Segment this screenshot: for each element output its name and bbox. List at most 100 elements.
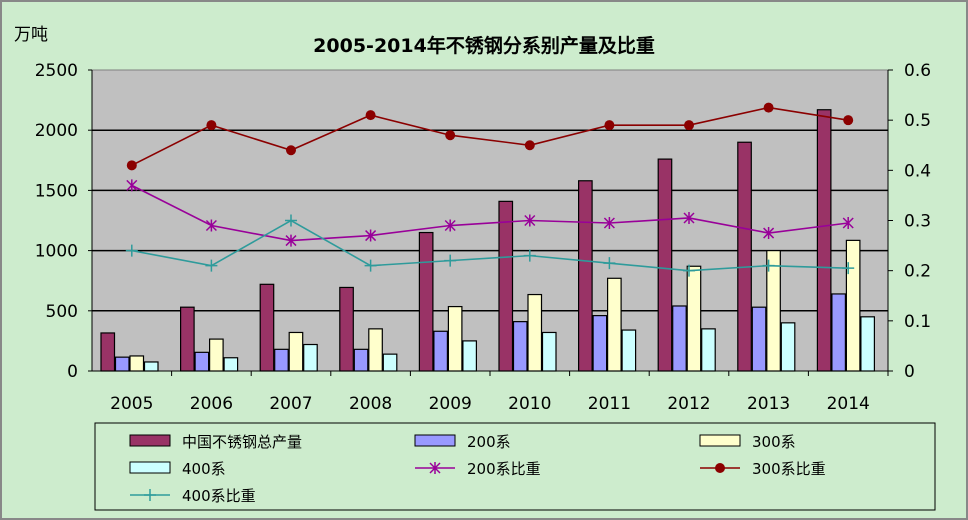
bar-300系-2006	[209, 338, 224, 372]
bar-400系-2011	[621, 329, 637, 372]
line-400系比重	[131, 219, 849, 272]
y-tick-label: 1000	[35, 242, 78, 262]
bar-200系-2007	[274, 348, 289, 372]
y2-tick-label: 0.5	[904, 111, 931, 131]
line-200系比重	[131, 184, 849, 242]
legend-swatch	[129, 434, 171, 447]
bar-中国不锈钢总产量-2014	[816, 109, 832, 372]
y2-tick-label: 0.6	[904, 61, 931, 81]
bar-300系-2007	[288, 331, 304, 372]
bar-200系-2006	[194, 351, 210, 372]
bar-200系-2009	[433, 330, 448, 372]
legend-label: 300系	[752, 433, 796, 451]
series-200系比重	[126, 179, 854, 247]
bar-中国不锈钢总产量-2007	[259, 283, 275, 372]
marker	[365, 110, 376, 121]
bar-400系-2007	[303, 343, 318, 372]
marker	[842, 217, 854, 230]
bar-200系-2013	[751, 306, 767, 372]
x-tick-label: 2010	[508, 394, 551, 414]
bar-300系-2013	[766, 250, 781, 372]
marker	[523, 249, 536, 262]
bar-400系-2010	[541, 331, 557, 372]
bar-300系-2014	[845, 239, 861, 372]
bar-200系-2005	[114, 356, 130, 372]
bar-中国不锈钢总产量-2008	[339, 286, 354, 372]
marker	[604, 120, 615, 131]
y2-tick-label: 0.3	[904, 212, 931, 232]
legend-label: 中国不锈钢总产量	[182, 433, 302, 451]
y-tick-label: 0	[67, 362, 78, 382]
marker	[843, 115, 854, 126]
legend-swatch	[129, 461, 171, 474]
legend-label: 300系比重	[752, 460, 826, 478]
bar-中国不锈钢总产量-2009	[418, 231, 434, 372]
bar-400系-2014	[860, 316, 876, 372]
x-tick-label: 2005	[110, 394, 153, 414]
marker	[603, 257, 616, 270]
line-300系比重	[131, 106, 849, 167]
marker	[603, 217, 615, 230]
y-tick-label: 2000	[35, 121, 78, 141]
y-tick-label: 500	[46, 302, 78, 322]
bar-200系-2010	[512, 321, 528, 372]
marker	[842, 262, 855, 275]
marker	[684, 120, 694, 131]
chart-title: 2005-2014年不锈钢分系别产量及比重	[313, 34, 655, 57]
y-tick-label: 1500	[35, 181, 78, 201]
bar-300系-2009	[447, 305, 463, 372]
legend-swatch	[699, 434, 741, 447]
marker	[683, 211, 695, 224]
bar-300系-2005	[129, 355, 145, 372]
bar-中国不锈钢总产量-2013	[737, 141, 752, 372]
marker	[524, 140, 535, 151]
x-tick-label: 2009	[429, 394, 472, 414]
x-tick-label: 2008	[349, 394, 392, 414]
legend-label: 200系比重	[467, 460, 541, 478]
bar-中国不锈钢总产量-2005	[100, 332, 116, 372]
bar-200系-2008	[353, 348, 369, 372]
y-tick-label: 2500	[35, 61, 78, 81]
marker	[286, 145, 296, 156]
bar-200系-2011	[592, 315, 608, 372]
marker	[444, 254, 457, 267]
marker	[126, 160, 137, 171]
bar-400系-2012	[701, 328, 716, 372]
x-tick-label: 2012	[667, 394, 710, 414]
legend-swatch	[414, 434, 456, 447]
bar-300系-2012	[686, 265, 702, 372]
marker	[205, 219, 217, 232]
marker	[365, 229, 377, 242]
y2-tick-label: 0.2	[904, 262, 931, 282]
bar-300系-2008	[368, 328, 383, 372]
x-tick-label: 2013	[747, 394, 790, 414]
bar-400系-2013	[780, 322, 796, 372]
marker	[762, 259, 775, 272]
marker	[206, 120, 217, 131]
legend	[94, 422, 936, 511]
bar-400系-2005	[143, 361, 159, 372]
marker	[126, 179, 138, 192]
marker	[683, 264, 695, 277]
bar-300系-2010	[527, 293, 543, 372]
bar-中国不锈钢总产量-2006	[180, 306, 195, 372]
bar-300系-2011	[606, 277, 622, 372]
bar-中国不锈钢总产量-2012	[657, 158, 673, 372]
x-tick-label: 2007	[269, 394, 312, 414]
bar-200系-2012	[672, 305, 687, 372]
bar-200系-2014	[831, 293, 847, 372]
legend-label: 400系	[182, 460, 226, 478]
marker	[429, 462, 441, 474]
y2-tick-label: 0.1	[904, 312, 931, 332]
bar-中国不锈钢总产量-2010	[498, 200, 514, 372]
marker	[444, 219, 456, 232]
marker	[144, 489, 156, 501]
marker	[715, 463, 725, 473]
series-300系比重	[126, 102, 854, 171]
marker	[763, 227, 775, 240]
x-tick-label: 2006	[190, 394, 233, 414]
bar-400系-2009	[462, 340, 477, 372]
marker	[285, 214, 297, 227]
bar-400系-2008	[382, 353, 398, 372]
